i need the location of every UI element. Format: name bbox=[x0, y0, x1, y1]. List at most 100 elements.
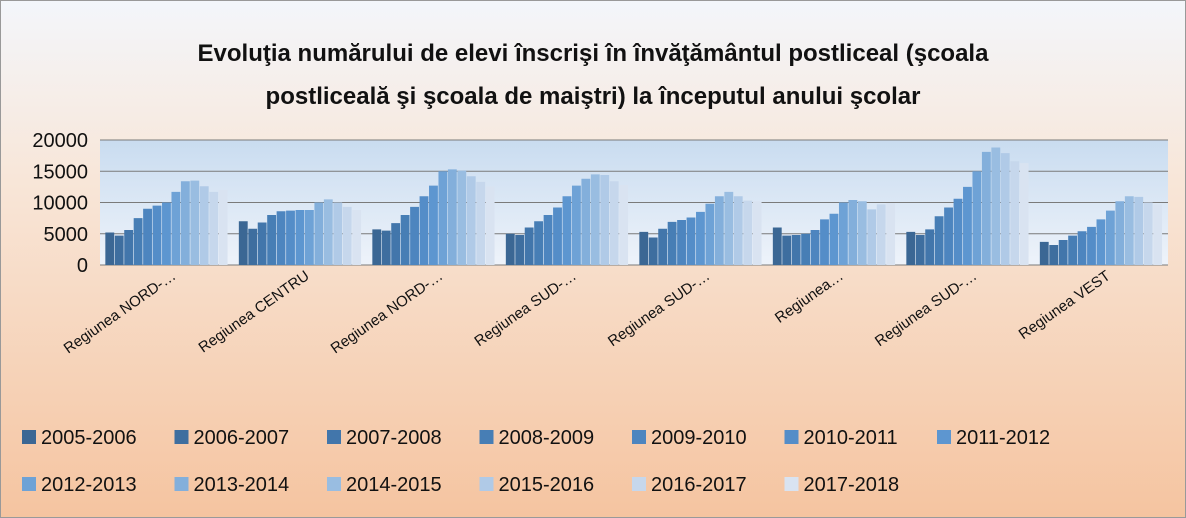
bar bbox=[410, 206, 419, 265]
bar bbox=[934, 216, 944, 265]
bar bbox=[209, 191, 219, 265]
legend-label: 2011-2012 bbox=[956, 427, 1050, 449]
y-tick-label: 10000 bbox=[32, 193, 88, 215]
legend-label: 2005-2006 bbox=[41, 427, 137, 449]
bar bbox=[867, 209, 877, 265]
bar bbox=[105, 232, 115, 265]
legend-swatch bbox=[174, 477, 189, 491]
legend-swatch bbox=[327, 430, 341, 444]
bar bbox=[1039, 241, 1049, 265]
bar bbox=[848, 200, 858, 265]
bar bbox=[801, 233, 811, 265]
bar bbox=[1096, 219, 1106, 265]
legend-label: 2006-2007 bbox=[194, 427, 290, 449]
bar bbox=[743, 200, 753, 265]
bar bbox=[1019, 163, 1029, 265]
bar bbox=[886, 203, 896, 265]
bar bbox=[391, 223, 401, 265]
legend-swatch bbox=[632, 430, 646, 444]
bar bbox=[1134, 196, 1144, 265]
legend-label: 2007-2008 bbox=[346, 427, 442, 449]
bar bbox=[953, 198, 963, 265]
bar bbox=[1087, 226, 1096, 265]
bar bbox=[524, 227, 534, 265]
bar bbox=[733, 196, 743, 265]
legend-swatch bbox=[937, 430, 951, 444]
bar bbox=[257, 222, 267, 265]
legend-swatch bbox=[479, 477, 494, 491]
bar bbox=[505, 233, 515, 265]
bar bbox=[857, 201, 867, 265]
bar bbox=[1124, 196, 1134, 265]
legend-swatch bbox=[784, 477, 799, 491]
bar bbox=[1010, 161, 1020, 265]
bar bbox=[648, 237, 658, 265]
bar bbox=[963, 186, 972, 265]
bar bbox=[705, 203, 715, 265]
bar bbox=[915, 235, 925, 265]
legend-label: 2014-2015 bbox=[346, 474, 442, 496]
bar bbox=[295, 210, 305, 265]
legend-label: 2008-2009 bbox=[499, 427, 595, 449]
bar bbox=[238, 221, 248, 265]
bar bbox=[162, 202, 171, 265]
bar bbox=[218, 190, 228, 265]
bar bbox=[553, 207, 562, 265]
bar bbox=[476, 181, 486, 265]
bar bbox=[609, 181, 619, 265]
legend-label: 2012-2013 bbox=[41, 474, 137, 496]
bar bbox=[286, 210, 295, 265]
bar bbox=[143, 208, 152, 265]
bar bbox=[419, 196, 429, 265]
legend-swatch bbox=[632, 477, 646, 491]
bar bbox=[810, 230, 820, 265]
bar bbox=[543, 215, 553, 265]
bar bbox=[714, 196, 724, 265]
bar bbox=[1105, 210, 1115, 265]
bar bbox=[838, 202, 848, 265]
y-tick-label: 15000 bbox=[32, 161, 88, 183]
bar bbox=[667, 221, 677, 265]
bar bbox=[342, 206, 352, 265]
bar bbox=[1077, 231, 1087, 265]
y-tick-label: 0 bbox=[77, 255, 88, 277]
y-tick-label: 20000 bbox=[32, 130, 88, 152]
legend-label: 2015-2016 bbox=[499, 474, 595, 496]
bar bbox=[248, 228, 258, 265]
legend-label: 2017-2018 bbox=[804, 474, 900, 496]
legend-label: 2010-2011 bbox=[804, 427, 898, 449]
bar bbox=[352, 210, 362, 265]
bar bbox=[791, 235, 801, 265]
legend-swatch bbox=[479, 430, 494, 444]
bar bbox=[581, 178, 591, 265]
bar bbox=[429, 185, 438, 265]
bar bbox=[276, 211, 286, 265]
bar bbox=[639, 231, 649, 265]
bar bbox=[124, 230, 134, 265]
bar bbox=[1115, 201, 1125, 265]
bar bbox=[1153, 204, 1163, 265]
bar bbox=[152, 205, 162, 265]
legend-swatch bbox=[327, 477, 341, 491]
bar bbox=[171, 191, 181, 265]
bar bbox=[981, 151, 991, 265]
bar bbox=[1068, 235, 1078, 265]
bar bbox=[304, 210, 314, 265]
bar bbox=[696, 211, 705, 265]
bar bbox=[619, 185, 629, 265]
bar bbox=[925, 229, 935, 265]
legend-swatch bbox=[22, 430, 36, 444]
legend-label: 2009-2010 bbox=[651, 427, 747, 449]
bar bbox=[571, 185, 581, 265]
y-tick-label: 5000 bbox=[44, 224, 89, 246]
legend-swatch bbox=[174, 430, 189, 444]
bar bbox=[534, 221, 544, 265]
bar bbox=[972, 171, 982, 265]
bar bbox=[323, 199, 333, 265]
bar bbox=[1143, 202, 1153, 265]
bar bbox=[772, 227, 782, 265]
bar bbox=[820, 219, 829, 265]
legend-swatch bbox=[784, 430, 799, 444]
bar bbox=[199, 186, 209, 265]
